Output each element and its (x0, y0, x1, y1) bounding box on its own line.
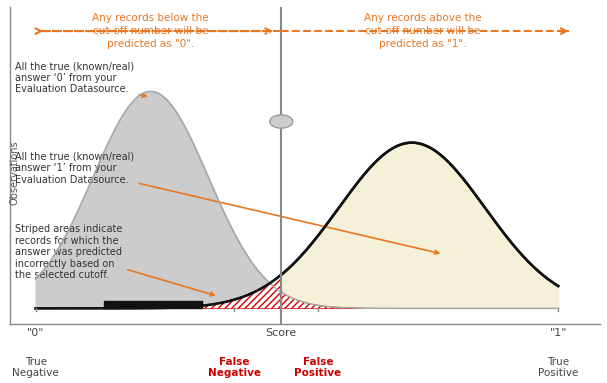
Text: False
Negative: False Negative (208, 357, 261, 378)
Circle shape (270, 115, 293, 128)
Text: False
Positive: False Positive (294, 357, 341, 378)
Text: Score: Score (266, 328, 297, 338)
Text: True
Positive: True Positive (538, 357, 578, 378)
Text: All the true (known/real)
answer ‘0’ from your
Evaluation Datasource.: All the true (known/real) answer ‘0’ fro… (15, 61, 146, 97)
Text: "0": "0" (27, 328, 44, 338)
Text: Any records below the
cut-off number will be
predicted as "0".: Any records below the cut-off number wil… (92, 13, 209, 49)
Text: Striped areas indicate
records for which the
answer was predicted
incorrectly ba: Striped areas indicate records for which… (15, 224, 214, 296)
Text: Any records above the
cut-off number will be
predicted as "1".: Any records above the cut-off number wil… (364, 13, 481, 49)
Text: All the true (known/real)
answer ‘1’ from your
Evaluation Datasource.: All the true (known/real) answer ‘1’ fro… (15, 152, 439, 254)
Text: "1": "1" (549, 328, 567, 338)
Text: True
Negative: True Negative (12, 357, 59, 378)
Text: Observations: Observations (10, 141, 20, 205)
